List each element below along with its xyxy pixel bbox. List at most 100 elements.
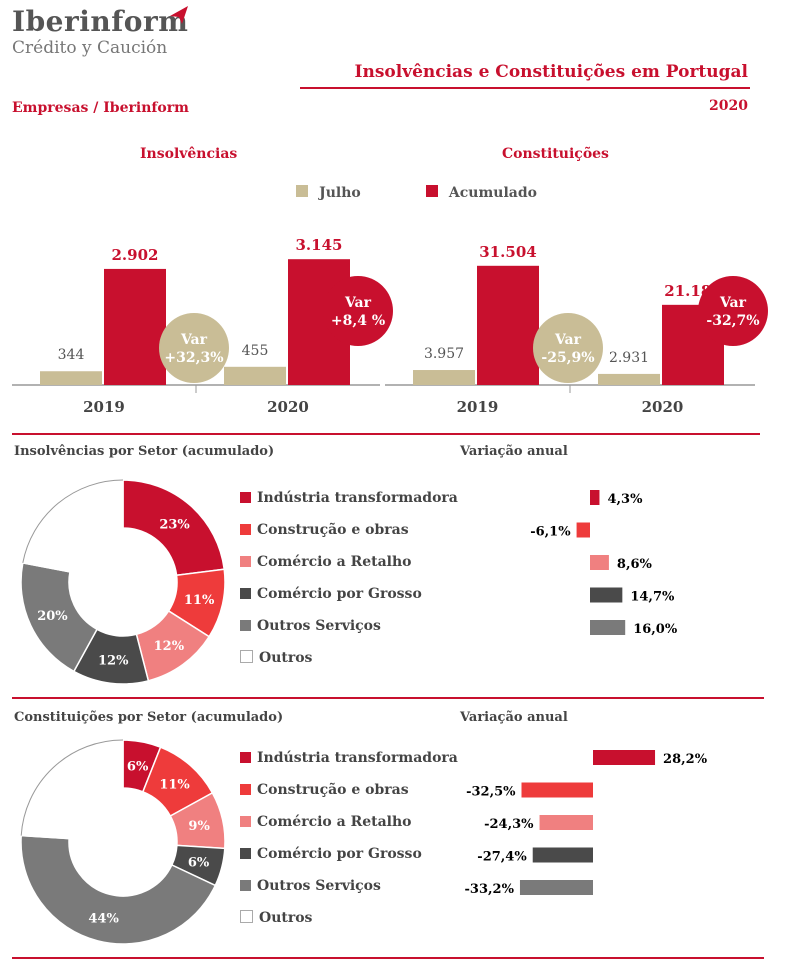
sector-label-1-5: Outros — [259, 910, 313, 926]
constituicoes-title: Constituições — [502, 146, 609, 162]
bar-julho-0-0 — [40, 371, 102, 385]
variacao-anual-title-1: Variação anual — [460, 444, 568, 459]
insolvencias-title: Insolvências — [140, 146, 238, 162]
var-label-0-4: 16,0% — [633, 622, 678, 637]
sector-label-0-4: Outros Serviços — [257, 618, 381, 634]
sector-legend-item-1-5: Outros — [240, 910, 458, 942]
tick-label-0-0: 2019 — [83, 398, 125, 416]
sector-swatch-0-0 — [240, 492, 251, 503]
label-acumulado-0-0: 2.902 — [112, 246, 159, 264]
sector-legend-item-0-4: Outros Serviços — [240, 618, 458, 650]
sector-label-0-5: Outros — [259, 650, 313, 666]
var-badge-line2-0-0: +32,3% — [164, 350, 223, 366]
var-label-1-2: -24,3% — [484, 817, 534, 832]
var-bar-1-0 — [593, 750, 656, 765]
var-label-1-0: 28,2% — [663, 752, 708, 767]
var-label-0-1: -6,1% — [530, 525, 571, 540]
sector-swatch-1-0 — [240, 752, 251, 763]
page-title: Insolvências e Constituições em Portugal — [354, 62, 748, 82]
var-bar-0-3 — [590, 587, 623, 603]
var-bar-0-4 — [590, 620, 626, 635]
page-year: 2020 — [709, 98, 748, 114]
sector-legend-item-1-2: Comércio a Retalho — [240, 814, 458, 846]
legend: Julho Acumulado — [296, 182, 537, 201]
sector-legend-item-0-5: Outros — [240, 650, 458, 682]
constituicoes-variation-bars: 28,2% -32,5% -24,3% -27,4% -33,2% — [465, 750, 708, 897]
donut-label-1-0: 6% — [127, 759, 149, 774]
sector-label-1-3: Comércio por Grosso — [257, 846, 422, 862]
var-label-1-3: -27,4% — [477, 850, 527, 865]
bar-acumulado-1-0 — [477, 265, 539, 385]
sector-swatch-0-1 — [240, 524, 251, 535]
constituicoes-sector-legend: Indústria transformadora Construção e obr… — [240, 750, 458, 942]
var-bar-0-1 — [576, 522, 590, 538]
tick-label-1-1: 2020 — [642, 398, 684, 416]
donut-label-1-2: 9% — [188, 819, 210, 834]
sector-label-0-0: Indústria transformadora — [257, 490, 458, 506]
var-label-0-3: 14,7% — [630, 590, 675, 605]
var-bar-1-1 — [521, 782, 593, 798]
donut-label-1-1: 11% — [159, 777, 190, 792]
sector-legend-item-0-0: Indústria transformadora — [240, 490, 458, 522]
donut-label-0-4: 20% — [37, 609, 68, 624]
bar-julho-1-0 — [413, 370, 475, 385]
label-julho-1-1: 2.931 — [609, 350, 649, 366]
sector-legend-item-0-2: Comércio a Retalho — [240, 554, 458, 586]
var-bar-1-2 — [539, 815, 593, 830]
sector-label-0-2: Comércio a Retalho — [257, 554, 412, 570]
bar-acumulado-0-0 — [104, 268, 166, 385]
sector-legend-item-0-1: Construção e obras — [240, 522, 458, 554]
var-badge-0-1 — [323, 276, 393, 346]
brand-subtitle: Crédito y Caución — [12, 38, 168, 58]
constituicoes-setor-title: Constituições por Setor (acumulado) — [14, 710, 284, 725]
var-label-1-1: -32,5% — [466, 785, 516, 800]
plane-icon — [170, 6, 188, 24]
sector-label-1-0: Indústria transformadora — [257, 750, 458, 766]
sector-swatch-1-5 — [240, 910, 253, 923]
sector-label-0-1: Construção e obras — [257, 522, 409, 538]
sector-legend-item-1-3: Comércio por Grosso — [240, 846, 458, 878]
sector-legend-item-0-3: Comércio por Grosso — [240, 586, 458, 618]
variacao-anual-title-2: Variação anual — [460, 710, 568, 725]
sector-legend-item-1-0: Indústria transformadora — [240, 750, 458, 782]
donut-label-0-0: 23% — [159, 517, 190, 532]
donut-slice-1-4 — [20, 834, 217, 945]
label-acumulado-1-0: 31.504 — [479, 243, 536, 261]
sector-label-1-1: Construção e obras — [257, 782, 409, 798]
sector-swatch-1-3 — [240, 848, 251, 859]
var-badge-line2-1-0: -25,9% — [541, 350, 594, 366]
insolvencias-variation-bars: 4,3% -6,1% 8,6% 14,7% 16,0% — [530, 490, 678, 637]
sector-swatch-1-4 — [240, 880, 251, 891]
top-bar-charts: 344 2.902 2019 Var +32,3% 455 3.145 2020 Var +8,4… — [12, 236, 768, 416]
var-badge-1-1 — [698, 276, 768, 346]
brand-logo: Iberinform Crédito y Caución — [12, 5, 189, 59]
section-rule-1 — [12, 433, 760, 435]
insolvencias-setor-title: Insolvências por Setor (acumulado) — [14, 444, 275, 459]
legend-julho-swatch — [296, 185, 308, 197]
sector-swatch-0-2 — [240, 556, 251, 567]
sector-label-1-4: Outros Serviços — [257, 878, 381, 894]
label-julho-0-0: 344 — [58, 347, 85, 363]
var-label-0-2: 8,6% — [617, 557, 653, 572]
title-rule — [300, 87, 750, 89]
legend-julho: Julho — [319, 185, 361, 201]
bar-julho-1-1 — [598, 373, 660, 385]
section-rule-2 — [12, 697, 764, 699]
page-subtitle: Empresas / Iberinform — [12, 100, 189, 116]
donut-outline-0-5 — [22, 479, 124, 563]
donut-label-1-3: 6% — [188, 855, 210, 870]
var-badge-1-0 — [533, 313, 603, 383]
donut-label-0-1: 11% — [184, 593, 215, 608]
tick-label-0-1: 2020 — [267, 398, 309, 416]
donut-label-0-3: 12% — [98, 653, 129, 668]
var-badge-line1-0-1: Var — [344, 295, 372, 311]
insolvencias-sector-legend: Indústria transformadora Construção e obr… — [240, 490, 458, 682]
section-rule-3 — [12, 957, 764, 959]
donut-label-1-4: 44% — [88, 912, 119, 927]
var-badge-line1-1-0: Var — [554, 332, 582, 348]
donut-label-0-2: 12% — [154, 639, 185, 654]
brand-name: Iberinform — [12, 5, 189, 38]
sector-swatch-0-5 — [240, 650, 253, 663]
sector-legend-item-1-1: Construção e obras — [240, 782, 458, 814]
insolvencias-donut: 23% 11% 12% 12% 20% — [20, 479, 226, 685]
